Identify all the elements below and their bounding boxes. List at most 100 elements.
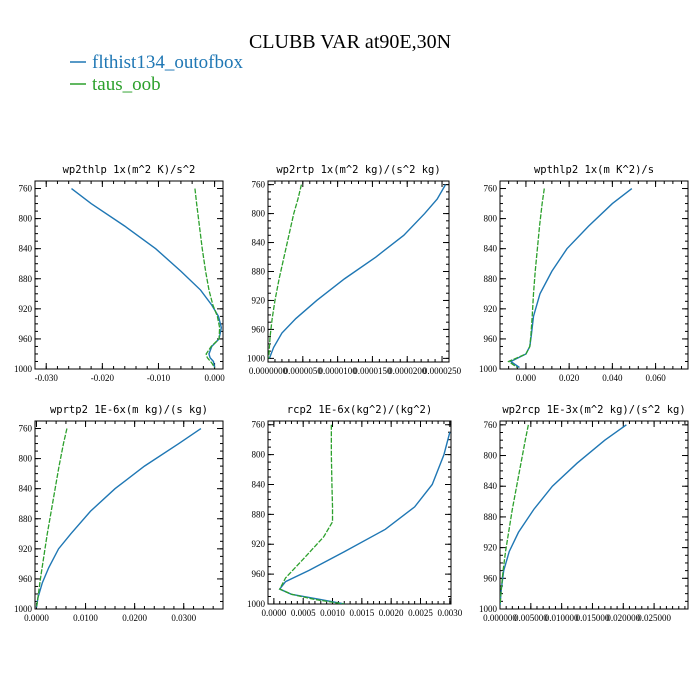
y-tick-label: 760 [484,184,498,194]
x-tick-label: 0.0000100 [318,366,357,376]
y-tick-label: 760 [19,424,33,434]
legend-entry-taus-oob: taus_oob [70,74,161,95]
y-tick-label: 920 [252,539,266,549]
y-tick-label: 840 [252,479,266,489]
x-tick-label: 0.040 [602,373,623,383]
y-tick-label: 880 [252,267,266,277]
panel-6: wp2rcp 1E-3x(m^2 kg)/(s^2 kg) 760 800 840 88… [479,404,689,623]
series-flthist134-line [268,184,447,359]
y-tick-label: 800 [19,454,33,464]
series-flthist134-line [35,427,202,608]
x-tick-label: 0.0005 [291,608,316,618]
y-tick-label: 800 [252,450,266,460]
x-tick-label: 0.0025 [408,608,433,618]
y-tick-label: 1000 [247,353,266,363]
x-tick-label: 0.0020 [379,608,404,618]
panel-3: wpthlp2 1x(m K^2)/s 760 800 840 880 920 960 100… [479,164,689,383]
panels: wp2thlp 1x(m^2 K)/s^2 760 800 840 880 920 960 1… [14,164,689,623]
series-flthist134-line [500,424,627,606]
legend-label-flthist134: flthist134_outofbox [92,52,243,73]
y-tick-label: 800 [252,209,266,219]
x-tick-label: -0.020 [91,373,115,383]
x-tick-label: 0.010000 [545,613,579,623]
x-tick-label: 0.000 [516,373,537,383]
panel-4: wprtp2 1E-6x(m kg)/(s kg) 760 800 840 880 920… [14,404,224,623]
x-tick-label: 0.015000 [576,613,610,623]
x-tick-label: 0.060 [645,373,666,383]
x-tick-label: 0.020000 [606,613,640,623]
x-tick-label: 0.0030 [437,608,462,618]
y-tick-label: 760 [252,180,266,190]
legend-label-taus-oob: taus_oob [92,74,161,95]
x-tick-label: 0.0300 [171,613,196,623]
x-tick-label: 0.0000050 [284,366,323,376]
y-tick-label: 840 [252,238,266,248]
legend: flthist134_outofbox taus_oob [70,52,243,95]
x-tick-label: 0.025000 [637,613,671,623]
y-tick-label: 800 [19,214,33,224]
x-tick-label: 0.0100 [73,613,98,623]
y-tick-label: 840 [19,244,33,254]
series-taus-oob-line [507,188,545,369]
x-tick-label: 0.0000200 [388,366,427,376]
y-tick-label: 880 [252,509,266,519]
x-tick-label: 0.0000250 [423,366,462,376]
x-tick-label: 0.0010 [320,608,345,618]
y-tick-label: 960 [484,573,498,583]
plot-frame [34,420,224,610]
plot-frame [34,180,224,370]
x-tick-label: 0.0000150 [353,366,392,376]
y-tick-label: 880 [19,274,33,284]
y-tick-label: 760 [252,420,266,430]
y-tick-label: 760 [19,184,33,194]
y-tick-label: 960 [252,569,266,579]
y-tick-label: 960 [484,334,498,344]
y-tick-label: 920 [252,295,266,305]
y-tick-label: 920 [484,543,498,553]
y-tick-label: 960 [252,324,266,334]
panel-title: wpthlp2 1x(m K^2)/s [534,164,654,176]
series-taus-oob-line [194,188,221,368]
panel-title: wp2rtp 1x(m^2 kg)/(s^2 kg) [276,164,440,176]
y-tick-label: 880 [484,512,498,522]
y-tick-label: 1000 [14,604,33,614]
series-flthist134-line [71,187,223,368]
y-tick-label: 1000 [479,364,498,374]
series-taus-oob-line [278,424,345,604]
panel-2: wp2rtp 1x(m^2 kg)/(s^2 kg) 760 800 840 880 92… [247,164,462,376]
series-flthist134-line [278,432,451,604]
x-tick-label: 0.0015 [349,608,374,618]
y-tick-label: 920 [484,304,498,314]
legend-entry-flthist134: flthist134_outofbox [70,52,243,73]
plot-frame [499,420,689,610]
y-tick-label: 840 [19,484,33,494]
panel-title: rcp2 1E-6x(kg^2)/(kg^2) [287,404,432,416]
plot-frame [499,180,689,370]
series-taus-oob-line [35,428,68,608]
y-tick-label: 880 [19,514,33,524]
y-tick-label: 1000 [14,364,33,374]
y-tick-label: 800 [484,451,498,461]
y-tick-label: 960 [19,334,33,344]
y-tick-label: 920 [19,304,33,314]
y-tick-label: 1000 [479,604,498,614]
y-tick-label: 840 [484,244,498,254]
x-tick-label: -0.010 [147,373,171,383]
panel-title: wp2rcp 1E-3x(m^2 kg)/(s^2 kg) [502,404,685,416]
y-tick-label: 1000 [247,599,266,609]
x-tick-label: 0.0000000 [249,366,288,376]
x-tick-label: 0.020 [559,373,580,383]
y-tick-label: 960 [19,574,33,584]
x-tick-label: 0.000000 [483,613,517,623]
panel-5: rcp2 1E-6x(kg^2)/(kg^2) 760 800 840 880 920 96… [247,404,463,618]
x-tick-label: 0.0000 [24,613,49,623]
x-tick-label: -0.030 [35,373,59,383]
y-tick-label: 920 [19,544,33,554]
y-tick-label: 840 [484,481,498,491]
x-tick-label: 0.0200 [122,613,147,623]
panel-1: wp2thlp 1x(m^2 K)/s^2 760 800 840 880 920 960 1… [14,164,225,383]
series-taus-oob-line [500,424,529,606]
x-tick-label: 0.005000 [514,613,548,623]
y-tick-label: 880 [484,274,498,284]
